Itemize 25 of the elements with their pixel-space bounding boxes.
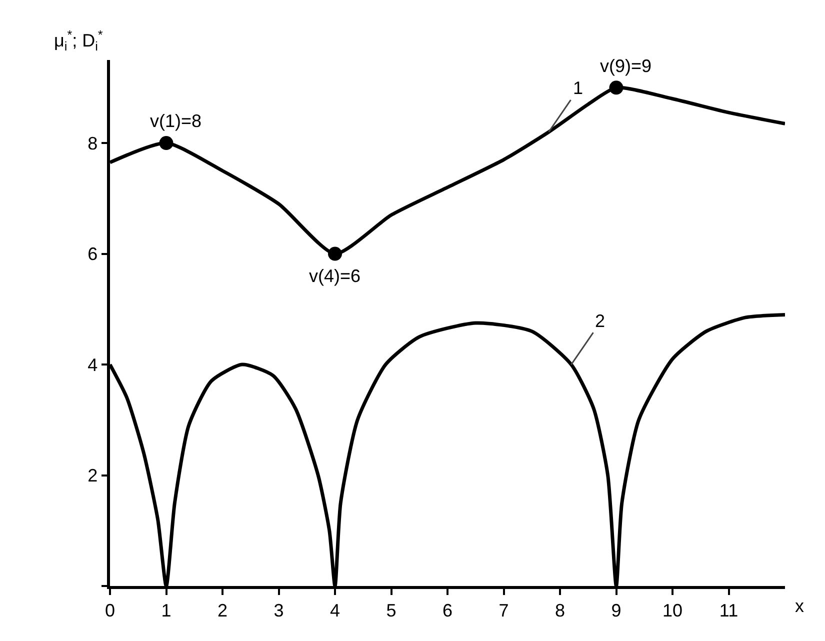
x-tick-label: 7 bbox=[498, 600, 509, 620]
x-tick-label: 6 bbox=[442, 600, 453, 620]
series-label: 1 bbox=[573, 78, 584, 98]
x-tick-label: 4 bbox=[330, 600, 340, 620]
x-tick-label: 1 bbox=[161, 600, 172, 620]
x-tick-label: 10 bbox=[662, 600, 683, 620]
x-axis-title: x bbox=[795, 596, 804, 616]
point bbox=[328, 246, 342, 261]
y-tick-label: 6 bbox=[88, 244, 98, 264]
x-tick-label: 9 bbox=[611, 600, 622, 620]
annotation: v(1)=8 bbox=[150, 111, 202, 131]
x-tick-label: 2 bbox=[217, 600, 228, 620]
annotation: v(4)=6 bbox=[309, 266, 361, 286]
x-tick-label: 5 bbox=[386, 600, 396, 620]
x-tick-label: 11 bbox=[719, 600, 738, 620]
x-tick-label: 3 bbox=[274, 600, 284, 620]
annotation: v(9)=9 bbox=[600, 56, 652, 76]
y-tick-label: 8 bbox=[88, 133, 98, 154]
y-tick-label: 4 bbox=[88, 354, 98, 375]
text: 2 bbox=[595, 311, 606, 331]
x-tick-label: 0 bbox=[104, 600, 116, 620]
x-tick-label: 8 bbox=[554, 600, 566, 620]
point bbox=[609, 80, 624, 95]
point bbox=[159, 136, 174, 150]
y-tick-label: 2 bbox=[88, 466, 98, 486]
